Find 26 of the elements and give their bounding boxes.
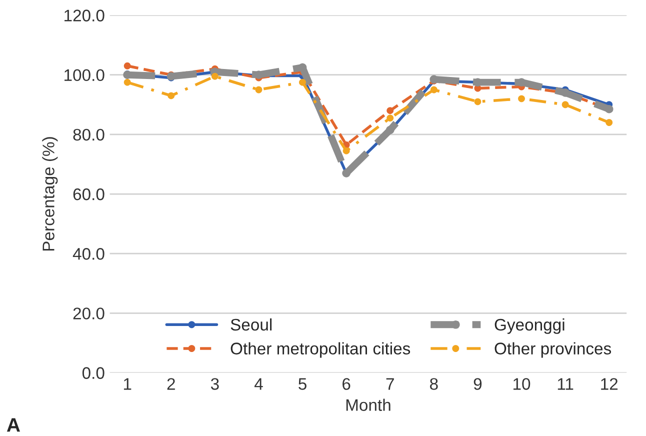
y-tick-label: 80.0 [73, 128, 104, 141]
x-tick-label: 7 [386, 378, 394, 390]
y-tick-label: 120.0 [64, 10, 104, 22]
legend-label: Other provinces [494, 342, 612, 358]
x-tick-label: 5 [298, 378, 306, 390]
y-tick-label: 60.0 [73, 188, 104, 200]
x-tick-label: 3 [210, 378, 219, 390]
x-tick-label: 4 [254, 378, 263, 390]
text: A [6, 418, 20, 432]
legend-label: Gyeonggi [494, 318, 564, 334]
x-tick-label: 12 [601, 378, 618, 390]
y-axis-title: Percentage (%) [42, 137, 58, 251]
y-tick-label: 0.0 [82, 367, 104, 379]
x-tick-label: 9 [474, 378, 482, 390]
y-tick-label: 20.0 [73, 308, 104, 320]
x-tick-label: 1 [124, 378, 132, 390]
x-tick-label: 8 [430, 378, 438, 390]
y-tick-label: 40.0 [72, 248, 104, 260]
x-tick-label: 6 [342, 378, 350, 390]
legend-label: Other metropolitan cities [230, 342, 410, 358]
y-tick-label: 100.0 [64, 69, 104, 82]
x-axis-title: Month [346, 398, 390, 411]
x-tick-label: 11 [558, 378, 574, 390]
legend-label: Seoul [230, 318, 272, 331]
x-tick-label: 10 [514, 378, 530, 390]
x-tick-label: 2 [167, 378, 175, 390]
